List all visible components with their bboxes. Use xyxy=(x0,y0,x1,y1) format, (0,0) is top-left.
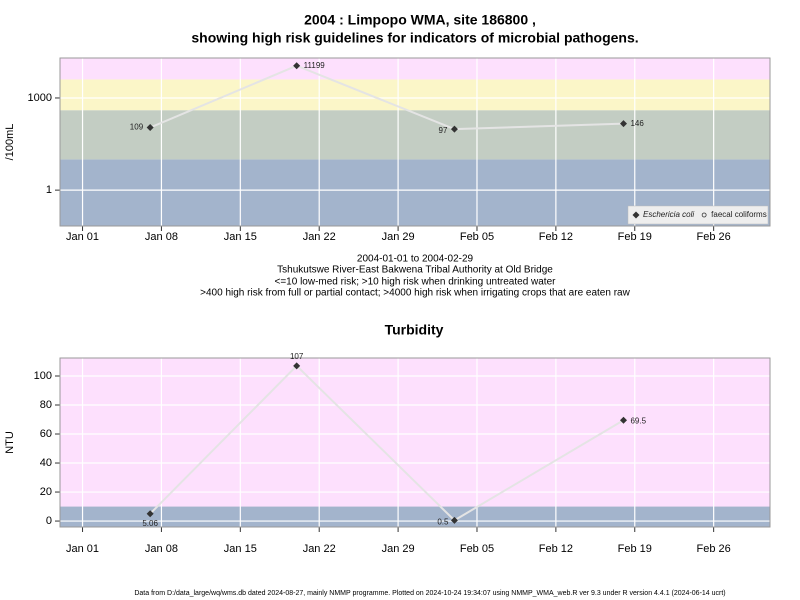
x-tick-label: Feb 19 xyxy=(618,543,652,555)
y-tick-label: 80 xyxy=(40,399,52,411)
x-tick-label: Feb 12 xyxy=(539,231,573,243)
x-tick-label: Jan 08 xyxy=(145,231,178,243)
annotation: Tshukutswe River-East Bakwena Tribal Aut… xyxy=(277,265,553,276)
annotation: <=10 low-med risk; >10 high risk when dr… xyxy=(275,277,557,288)
data-label: 146 xyxy=(630,119,644,128)
point xyxy=(146,510,154,518)
y-axis-label: /100mL xyxy=(4,124,16,161)
x-tick-label: Feb 12 xyxy=(539,543,573,555)
y-tick-label: 0 xyxy=(46,515,52,527)
plot-frame xyxy=(59,57,771,227)
data-line xyxy=(149,64,624,131)
point xyxy=(619,416,627,424)
data-label: 69.5 xyxy=(630,416,646,425)
y-axis-label: NTU xyxy=(4,431,16,454)
legend xyxy=(627,205,769,225)
x-tick-label: Jan 15 xyxy=(224,231,257,243)
x-tick-label: Jan 22 xyxy=(303,543,336,555)
y-tick-label: 60 xyxy=(40,428,52,440)
x-tick-label: Jan 29 xyxy=(382,231,415,243)
data-label: 5.06 xyxy=(142,519,158,528)
x-tick-label: Feb 26 xyxy=(697,543,731,555)
x-tick-label: Feb 19 xyxy=(618,231,652,243)
point xyxy=(146,124,154,132)
x-tick-label: Feb 26 xyxy=(697,231,731,243)
y-tick-label: 100 xyxy=(34,370,52,382)
x-tick-label: Jan 22 xyxy=(303,231,336,243)
data-label: 97 xyxy=(439,126,448,135)
footer: Data from D:/data_large/wq/wms.db dated … xyxy=(134,590,725,597)
annotation: 2004-01-01 to 2004-02-29 xyxy=(357,254,474,265)
y-tick-label: 20 xyxy=(40,486,52,498)
point xyxy=(450,516,458,524)
y-tick-label: 40 xyxy=(40,457,52,469)
risk-band xyxy=(60,110,770,160)
risk-band xyxy=(60,358,770,507)
x-tick-label: Feb 05 xyxy=(460,543,494,555)
x-tick-label: Jan 29 xyxy=(382,543,415,555)
title: showing high risk guidelines for indicat… xyxy=(191,30,638,46)
point xyxy=(632,211,640,219)
point xyxy=(450,125,458,133)
title: 2004 : Limpopo WMA, site 186800 , xyxy=(304,12,536,28)
x-tick-label: Feb 05 xyxy=(460,231,494,243)
x-tick-label: Jan 01 xyxy=(66,231,99,243)
y-tick-label: 1000 xyxy=(28,92,52,104)
point xyxy=(293,362,301,370)
data-label: 0.5 xyxy=(437,517,449,526)
data-label: 107 xyxy=(290,352,304,361)
legend-label: faecal coliforms xyxy=(711,210,767,219)
data-label: 11199 xyxy=(304,61,326,70)
x-tick-label: Jan 01 xyxy=(66,543,99,555)
plot-frame xyxy=(59,357,771,528)
x-tick-label: Jan 15 xyxy=(224,543,257,555)
x-tick-label: Jan 08 xyxy=(145,543,178,555)
risk-band xyxy=(60,58,770,80)
annotation: >400 high risk from full or partial cont… xyxy=(200,288,630,299)
data-label: 109 xyxy=(130,123,144,132)
data-line xyxy=(149,364,625,522)
point xyxy=(293,62,301,70)
risk-band xyxy=(60,506,770,527)
legend-label: Eschericia coli xyxy=(643,210,694,219)
risk-band xyxy=(60,79,770,111)
y-tick-label: 1 xyxy=(46,184,52,196)
chart-title: Turbidity xyxy=(385,322,444,338)
point xyxy=(619,120,627,128)
point xyxy=(701,212,707,218)
